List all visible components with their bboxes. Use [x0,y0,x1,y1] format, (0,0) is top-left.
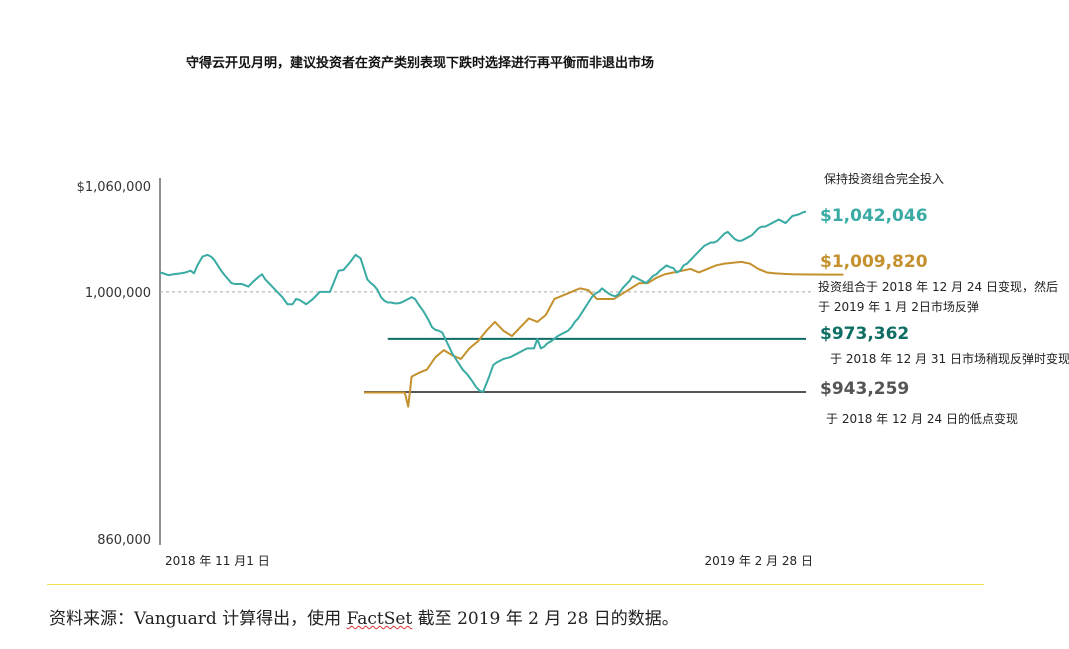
legend-liquidated-rebound: 投资组合于 2018 年 12 月 24 日变现，然后于 2019 年 1 月 … [818,280,1058,314]
chart-title: 守得云开见月明，建议投资者在资产类别表现下跌时选择进行再平衡而非退出市场 [186,56,655,71]
source-note: 资料来源：Vanguard 计算得出，使用 FactSet 截至 2019 年 … [49,604,679,629]
series-line-liquidated-rebound [364,260,844,408]
x-tick-label: 2019 年 2 月 28 日 [704,554,813,568]
y-tick-label: 860,000 [97,533,151,548]
footer-divider [47,584,984,585]
source-suffix: 截至 2019 年 2 月 28 日的数据。 [412,609,679,629]
legend-stay-invested: 保持投资组合完全投入 [824,172,945,186]
legend-liquidated-dec24: 于 2018 年 12 月 24 日的低点变现 [826,412,1018,426]
series-line-stay-invested [159,210,807,394]
end-value-liquidated-rebound: $1,009,820 [820,252,928,272]
source-link: FactSet [346,609,413,629]
end-value-stay-invested: $1,042,046 [820,206,928,226]
x-tick-label: 2018 年 11 月1 日 [165,554,270,568]
legend-liquidated-dec31: 于 2018 年 12 月 31 日市场稍现反弹时变现 [830,352,1069,366]
end-value-liquidated-dec24: $943,259 [820,379,910,399]
y-tick-label: 1,000,000 [85,286,151,301]
y-tick-label: $1,060,000 [77,180,151,195]
end-value-liquidated-dec31: $973,362 [820,324,910,344]
source-prefix: 资料来源：Vanguard 计算得出，使用 [49,609,347,629]
